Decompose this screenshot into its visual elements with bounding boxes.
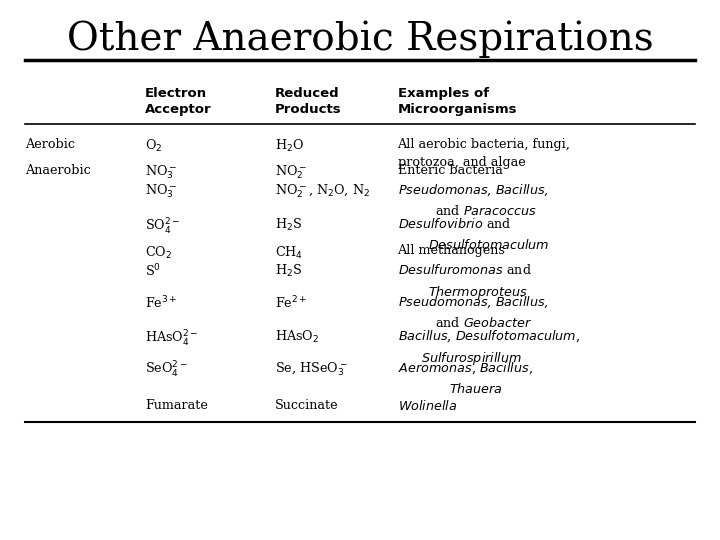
Text: Enteric bacteria: Enteric bacteria — [397, 164, 503, 177]
Text: NO$_2^-$, N$_2$O, N$_2$: NO$_2^-$, N$_2$O, N$_2$ — [274, 183, 369, 200]
Text: $\it{Desulfotomaculum}$: $\it{Desulfotomaculum}$ — [428, 238, 550, 252]
Text: $\it{Pseudomonas}$, $\it{Bacillus}$,: $\it{Pseudomonas}$, $\it{Bacillus}$, — [397, 183, 549, 198]
Text: CH$_4$: CH$_4$ — [274, 245, 303, 261]
Text: Succinate: Succinate — [274, 399, 338, 412]
Text: and $\it{Geobacter}$: and $\it{Geobacter}$ — [435, 316, 532, 330]
Text: Anaerobic: Anaerobic — [25, 164, 91, 177]
Text: Electron
Acceptor: Electron Acceptor — [145, 86, 212, 116]
Text: CO$_2$: CO$_2$ — [145, 245, 172, 261]
Text: Fe$^{2+}$: Fe$^{2+}$ — [274, 295, 307, 312]
Text: HAsO$_2$: HAsO$_2$ — [274, 328, 319, 345]
Text: Reduced
Products: Reduced Products — [274, 86, 341, 116]
Text: O$_2$: O$_2$ — [145, 138, 162, 154]
Text: Aerobic: Aerobic — [25, 138, 76, 151]
Text: SO$_4^{2-}$: SO$_4^{2-}$ — [145, 217, 180, 237]
Text: $\it{Sulfurospirillum}$: $\it{Sulfurospirillum}$ — [421, 350, 523, 367]
Text: Fe$^{3+}$: Fe$^{3+}$ — [145, 295, 177, 312]
Text: HAsO$_4^{2-}$: HAsO$_4^{2-}$ — [145, 328, 198, 349]
Text: $\it{Desulfovibrio}$ and: $\it{Desulfovibrio}$ and — [397, 217, 511, 231]
Text: $\it{Thauera}$: $\it{Thauera}$ — [449, 382, 503, 396]
Text: Other Anaerobic Respirations: Other Anaerobic Respirations — [67, 20, 653, 58]
Text: All methanogens: All methanogens — [397, 245, 505, 258]
Text: All aerobic bacteria, fungi,
protozoa, and algae: All aerobic bacteria, fungi, protozoa, a… — [397, 138, 570, 168]
Text: NO$_2^-$: NO$_2^-$ — [274, 164, 307, 181]
Text: H$_2$O: H$_2$O — [274, 138, 304, 154]
Text: and $\it{Paracoccus}$: and $\it{Paracoccus}$ — [435, 204, 537, 218]
Text: $\it{Thermoproteus}$: $\it{Thermoproteus}$ — [428, 284, 528, 301]
Text: S$^0$: S$^0$ — [145, 262, 161, 279]
Text: SeO$_4^{2-}$: SeO$_4^{2-}$ — [145, 360, 188, 381]
Text: H$_2$S: H$_2$S — [274, 217, 302, 233]
Text: $\it{Bacillus}$, $\it{Desulfotomaculum}$,: $\it{Bacillus}$, $\it{Desulfotomaculum}$… — [397, 328, 580, 344]
Text: NO$_3^-$: NO$_3^-$ — [145, 183, 177, 200]
Text: Examples of
Microorganisms: Examples of Microorganisms — [397, 86, 517, 116]
Text: $\it{Desulfuromonas}$ and: $\it{Desulfuromonas}$ and — [397, 262, 531, 276]
Text: H$_2$S: H$_2$S — [274, 262, 302, 279]
Text: $\it{Aeromonas}$, $\it{Bacillus}$,: $\it{Aeromonas}$, $\it{Bacillus}$, — [397, 360, 533, 376]
Text: Fumarate: Fumarate — [145, 399, 207, 412]
Text: $\it{Wolinella}$: $\it{Wolinella}$ — [397, 399, 457, 413]
Text: NO$_3^-$: NO$_3^-$ — [145, 164, 177, 181]
Text: $\it{Pseudomonas}$, $\it{Bacillus}$,: $\it{Pseudomonas}$, $\it{Bacillus}$, — [397, 295, 549, 310]
Text: Se, HSeO$_3^-$: Se, HSeO$_3^-$ — [274, 360, 347, 378]
